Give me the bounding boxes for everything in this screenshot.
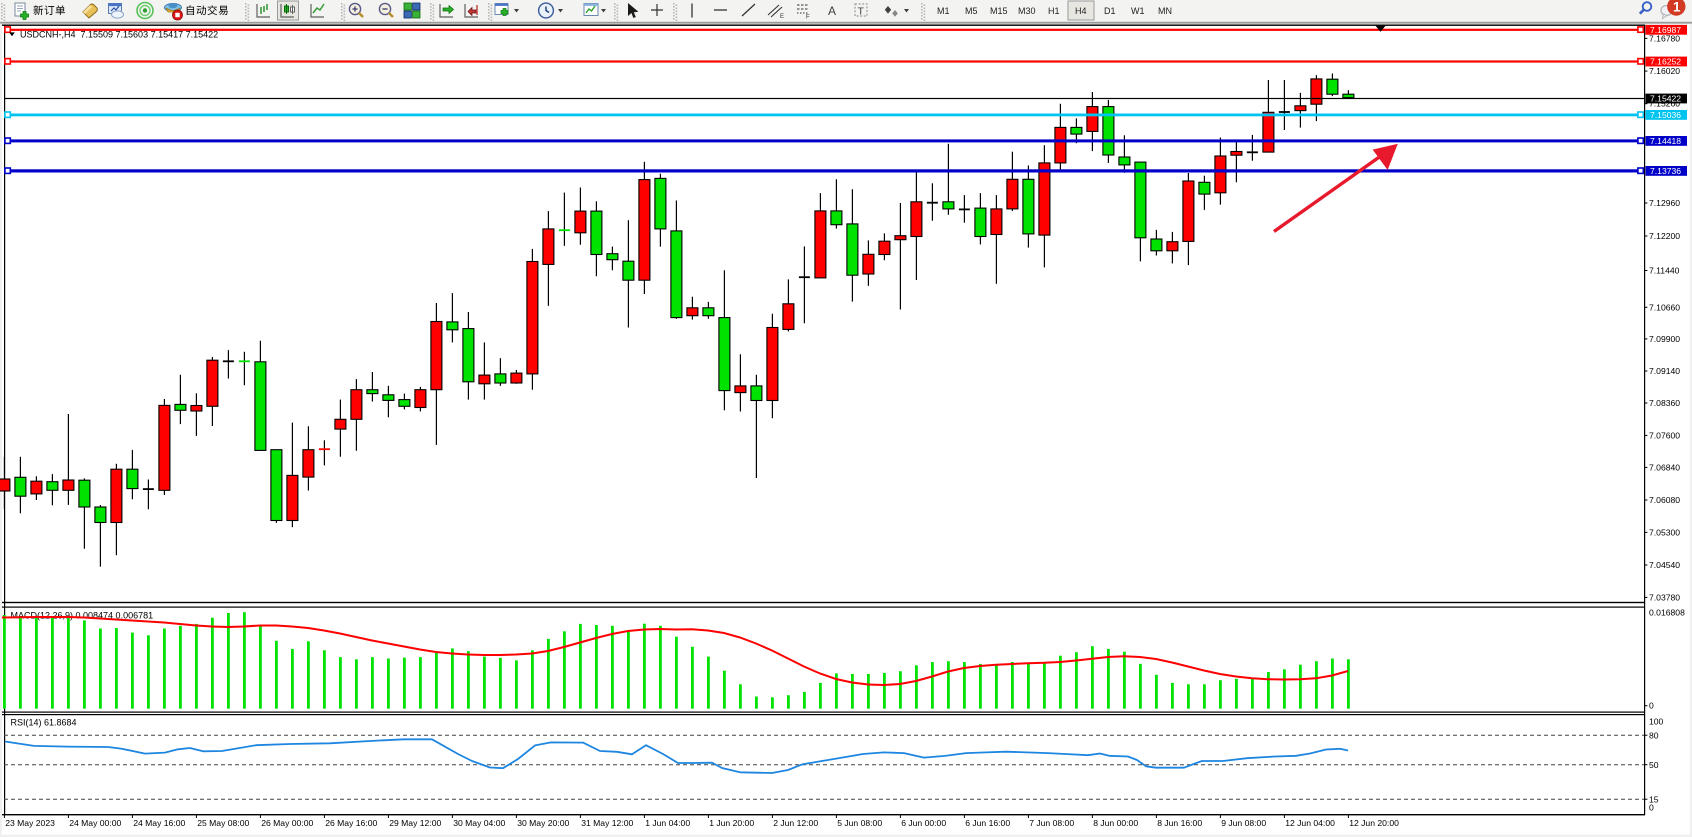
svg-text:T: T [858,6,865,18]
svg-text:W1: W1 [1131,6,1145,16]
svg-text:7.12200: 7.12200 [1649,231,1680,241]
svg-text:7.15260: 7.15260 [1649,99,1680,109]
svg-text:7.05300: 7.05300 [1649,527,1680,537]
svg-text:RSI(14) 61.8684: RSI(14) 61.8684 [11,718,77,728]
svg-text:F: F [806,15,810,21]
svg-text:9 Jun 08:00: 9 Jun 08:00 [1221,818,1266,828]
svg-text:A: A [828,4,836,18]
svg-text:7.11440: 7.11440 [1649,266,1680,276]
svg-text:8 Jun 00:00: 8 Jun 00:00 [1093,818,1138,828]
svg-text:7.13736: 7.13736 [1650,166,1681,176]
svg-text:7.16987: 7.16987 [1650,25,1681,35]
svg-text:7.10660: 7.10660 [1649,302,1680,312]
svg-text:80: 80 [1649,730,1659,740]
svg-text:MACD(12,26,9) 0.008474 0.00678: MACD(12,26,9) 0.008474 0.006781 [11,611,154,621]
svg-text:7 Jun 08:00: 7 Jun 08:00 [1029,818,1074,828]
svg-text:6 Jun 16:00: 6 Jun 16:00 [965,818,1010,828]
svg-text:MN: MN [1158,6,1172,16]
svg-text:5 Jun 08:00: 5 Jun 08:00 [837,818,882,828]
svg-text:1 Jun 04:00: 1 Jun 04:00 [645,818,690,828]
svg-text:12 Jun 04:00: 12 Jun 04:00 [1285,818,1335,828]
svg-text:7.09140: 7.09140 [1649,366,1680,376]
svg-text:E: E [780,14,784,20]
svg-text:2 Jun 12:00: 2 Jun 12:00 [773,818,818,828]
svg-text:15: 15 [1649,794,1659,804]
svg-text:100: 100 [1649,717,1664,727]
svg-text:7.04540: 7.04540 [1649,560,1680,570]
svg-text:7.07600: 7.07600 [1649,430,1680,440]
svg-text:7.12960: 7.12960 [1649,198,1680,208]
svg-text:30 May 04:00: 30 May 04:00 [453,818,505,828]
svg-text:H4: H4 [1075,6,1087,16]
svg-text:7.14418: 7.14418 [1650,136,1681,146]
svg-text:D1: D1 [1104,6,1116,16]
svg-text:12 Jun 20:00: 12 Jun 20:00 [1349,818,1399,828]
svg-text:7.16780: 7.16780 [1649,33,1680,43]
svg-text:7.08360: 7.08360 [1649,398,1680,408]
svg-text:30 May 20:00: 30 May 20:00 [517,818,569,828]
svg-text:23 May 2023: 23 May 2023 [5,818,55,828]
svg-text:7.06080: 7.06080 [1649,495,1680,505]
svg-text:24 May 00:00: 24 May 00:00 [69,818,121,828]
svg-text:7.09900: 7.09900 [1649,334,1680,344]
svg-text:M30: M30 [1018,6,1036,16]
svg-text:1: 1 [1673,0,1681,14]
svg-text:7.15422: 7.15422 [1650,94,1681,104]
svg-text:50: 50 [1649,760,1659,770]
svg-text:26 May 16:00: 26 May 16:00 [325,818,377,828]
svg-text:26 May 00:00: 26 May 00:00 [261,818,313,828]
svg-text:24 May 16:00: 24 May 16:00 [133,818,185,828]
svg-text:7.15036: 7.15036 [1650,110,1681,120]
svg-text:6 Jun 00:00: 6 Jun 00:00 [901,818,946,828]
svg-text:M15: M15 [990,6,1008,16]
svg-text:8 Jun 16:00: 8 Jun 16:00 [1157,818,1202,828]
svg-text:M1: M1 [937,6,950,16]
svg-text:0: 0 [1649,701,1654,711]
svg-text:25 May 08:00: 25 May 08:00 [197,818,249,828]
svg-text:7.16252: 7.16252 [1650,57,1681,67]
svg-text:7.03780: 7.03780 [1649,592,1680,602]
svg-text:31 May 12:00: 31 May 12:00 [581,818,633,828]
svg-text:7.06840: 7.06840 [1649,462,1680,472]
svg-text:1 Jun 20:00: 1 Jun 20:00 [709,818,754,828]
svg-text:7.16020: 7.16020 [1649,66,1680,76]
svg-text:M5: M5 [965,6,978,16]
svg-text:0: 0 [1649,803,1654,813]
svg-text:H1: H1 [1048,6,1060,16]
svg-text:29 May 12:00: 29 May 12:00 [389,818,441,828]
svg-text:USDCNH-,H4 7.15509 7.15603 7.: USDCNH-,H4 7.15509 7.15603 7.15417 7.154… [20,30,218,40]
svg-text:0.016808: 0.016808 [1649,608,1685,618]
